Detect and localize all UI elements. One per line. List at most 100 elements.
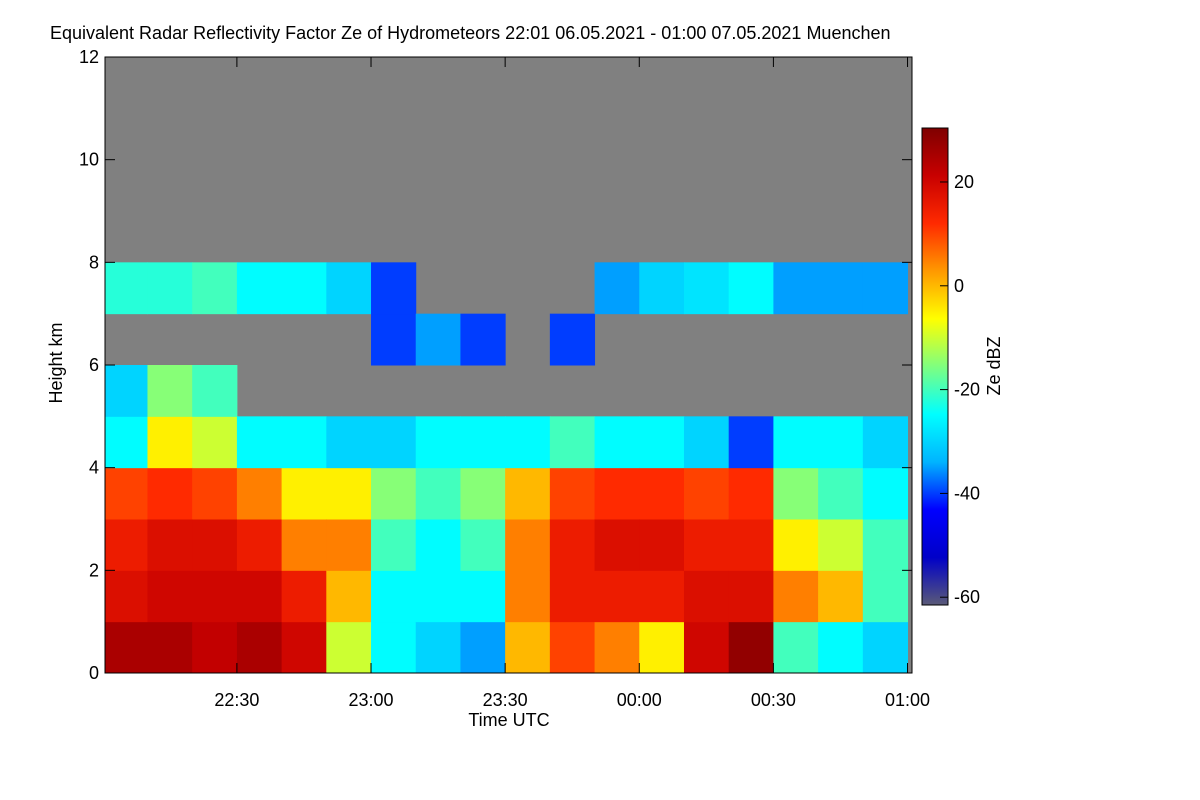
heatmap-cell bbox=[415, 416, 461, 469]
heatmap-cell bbox=[236, 519, 283, 571]
heatmap-cell bbox=[460, 519, 506, 571]
heatmap-cell bbox=[818, 570, 864, 623]
heatmap-cell bbox=[460, 416, 506, 469]
heatmap-cell bbox=[594, 570, 640, 623]
heatmap-cell bbox=[371, 262, 417, 315]
heatmap-cell bbox=[594, 416, 640, 469]
colorbar-tick-label: 0 bbox=[954, 276, 964, 296]
heatmap-cell bbox=[683, 519, 730, 571]
heatmap-cell bbox=[639, 416, 685, 469]
heatmap-cell bbox=[549, 570, 596, 623]
heatmap-cell bbox=[281, 467, 327, 520]
heatmap-cell bbox=[549, 416, 596, 469]
y-tick-label: 10 bbox=[79, 150, 99, 170]
heatmap-cell bbox=[639, 570, 685, 623]
heatmap-cell bbox=[594, 519, 640, 571]
heatmap-cell bbox=[281, 570, 327, 623]
colorbar-tick-label: 20 bbox=[954, 172, 974, 192]
heatmap-cell bbox=[460, 313, 506, 366]
heatmap-cell bbox=[728, 621, 774, 673]
heatmap-cell bbox=[192, 570, 238, 623]
x-tick-label: 00:00 bbox=[617, 690, 662, 710]
heatmap-cell bbox=[594, 262, 640, 315]
heatmap-cell bbox=[683, 467, 730, 520]
heatmap-cell bbox=[371, 416, 417, 469]
heatmap-cell bbox=[281, 621, 327, 673]
heatmap-cell bbox=[371, 621, 417, 673]
heatmap-cell bbox=[105, 467, 148, 520]
heatmap-cell bbox=[505, 519, 551, 571]
heatmap-cell bbox=[818, 621, 864, 673]
heatmap-cell bbox=[862, 467, 909, 520]
heatmap-cell bbox=[415, 467, 461, 520]
heatmap-cell bbox=[326, 416, 372, 469]
heatmap-cell bbox=[371, 570, 417, 623]
heatmap-cell bbox=[460, 621, 506, 673]
heatmap-cell bbox=[236, 621, 283, 673]
heatmap-cell bbox=[505, 570, 551, 623]
heatmap-cell bbox=[505, 416, 551, 469]
heatmap-cell bbox=[728, 519, 774, 571]
heatmap-cell bbox=[549, 519, 596, 571]
heatmap-cell bbox=[105, 570, 148, 623]
colorbar-tick-label: -20 bbox=[954, 380, 980, 400]
heatmap-cell bbox=[460, 467, 506, 520]
y-tick-label: 8 bbox=[89, 252, 99, 272]
heatmap-cell bbox=[773, 416, 819, 469]
colorbar bbox=[921, 127, 949, 606]
heatmap-cell bbox=[236, 570, 283, 623]
heatmap-cell bbox=[371, 313, 417, 366]
heatmap-cell bbox=[415, 621, 461, 673]
y-axis-label: Height km bbox=[46, 322, 66, 403]
heatmap-cell bbox=[371, 519, 417, 571]
heatmap-cell bbox=[326, 570, 372, 623]
heatmap-cell bbox=[818, 519, 864, 571]
colorbar-tick-label: -40 bbox=[954, 483, 980, 503]
heatmap-cell bbox=[147, 365, 193, 417]
heatmap-cell bbox=[105, 262, 148, 315]
heatmap-cell bbox=[639, 519, 685, 571]
plot-area bbox=[105, 57, 912, 673]
heatmap-cell bbox=[281, 519, 327, 571]
heatmap-cell bbox=[147, 519, 193, 571]
heatmap-cell bbox=[818, 416, 864, 469]
heatmap-cell bbox=[594, 621, 640, 673]
heatmap-cell bbox=[192, 262, 238, 315]
heatmap-cell bbox=[192, 365, 238, 417]
heatmap-cell bbox=[236, 262, 283, 315]
heatmap-cell bbox=[105, 621, 148, 673]
x-tick-label: 22:30 bbox=[214, 690, 259, 710]
y-tick-label: 2 bbox=[89, 560, 99, 580]
heatmap-cell bbox=[147, 621, 193, 673]
heatmap-cell bbox=[281, 262, 327, 315]
x-tick-label: 23:00 bbox=[348, 690, 393, 710]
heatmap-cell bbox=[773, 262, 819, 315]
heatmap-cell bbox=[549, 621, 596, 673]
heatmap-cell bbox=[236, 416, 283, 469]
heatmap-cell bbox=[505, 467, 551, 520]
heatmap-cell bbox=[639, 621, 685, 673]
y-tick-label: 6 bbox=[89, 355, 99, 375]
x-tick-label: 23:30 bbox=[483, 690, 528, 710]
heatmap-cell bbox=[415, 570, 461, 623]
heatmap-cell bbox=[773, 570, 819, 623]
heatmap-cell bbox=[862, 416, 909, 469]
heatmap-cell bbox=[192, 467, 238, 520]
heatmap-cell bbox=[192, 621, 238, 673]
colorbar-label: Ze dBZ bbox=[984, 336, 1004, 395]
heatmap-cell bbox=[728, 416, 774, 469]
heatmap-cell bbox=[728, 262, 774, 315]
heatmap-cell bbox=[236, 467, 283, 520]
heatmap-cell bbox=[105, 365, 148, 417]
heatmap-cell bbox=[147, 416, 193, 469]
colorbar-tick-label: -60 bbox=[954, 587, 980, 607]
heatmap-cell bbox=[728, 467, 774, 520]
x-axis-label: Time UTC bbox=[468, 710, 549, 730]
heatmap-cell bbox=[147, 570, 193, 623]
heatmap-cell bbox=[105, 416, 148, 469]
heatmap-cell bbox=[639, 467, 685, 520]
heatmap-cell bbox=[326, 467, 372, 520]
heatmap-cell bbox=[147, 467, 193, 520]
x-tick-label: 01:00 bbox=[885, 690, 930, 710]
